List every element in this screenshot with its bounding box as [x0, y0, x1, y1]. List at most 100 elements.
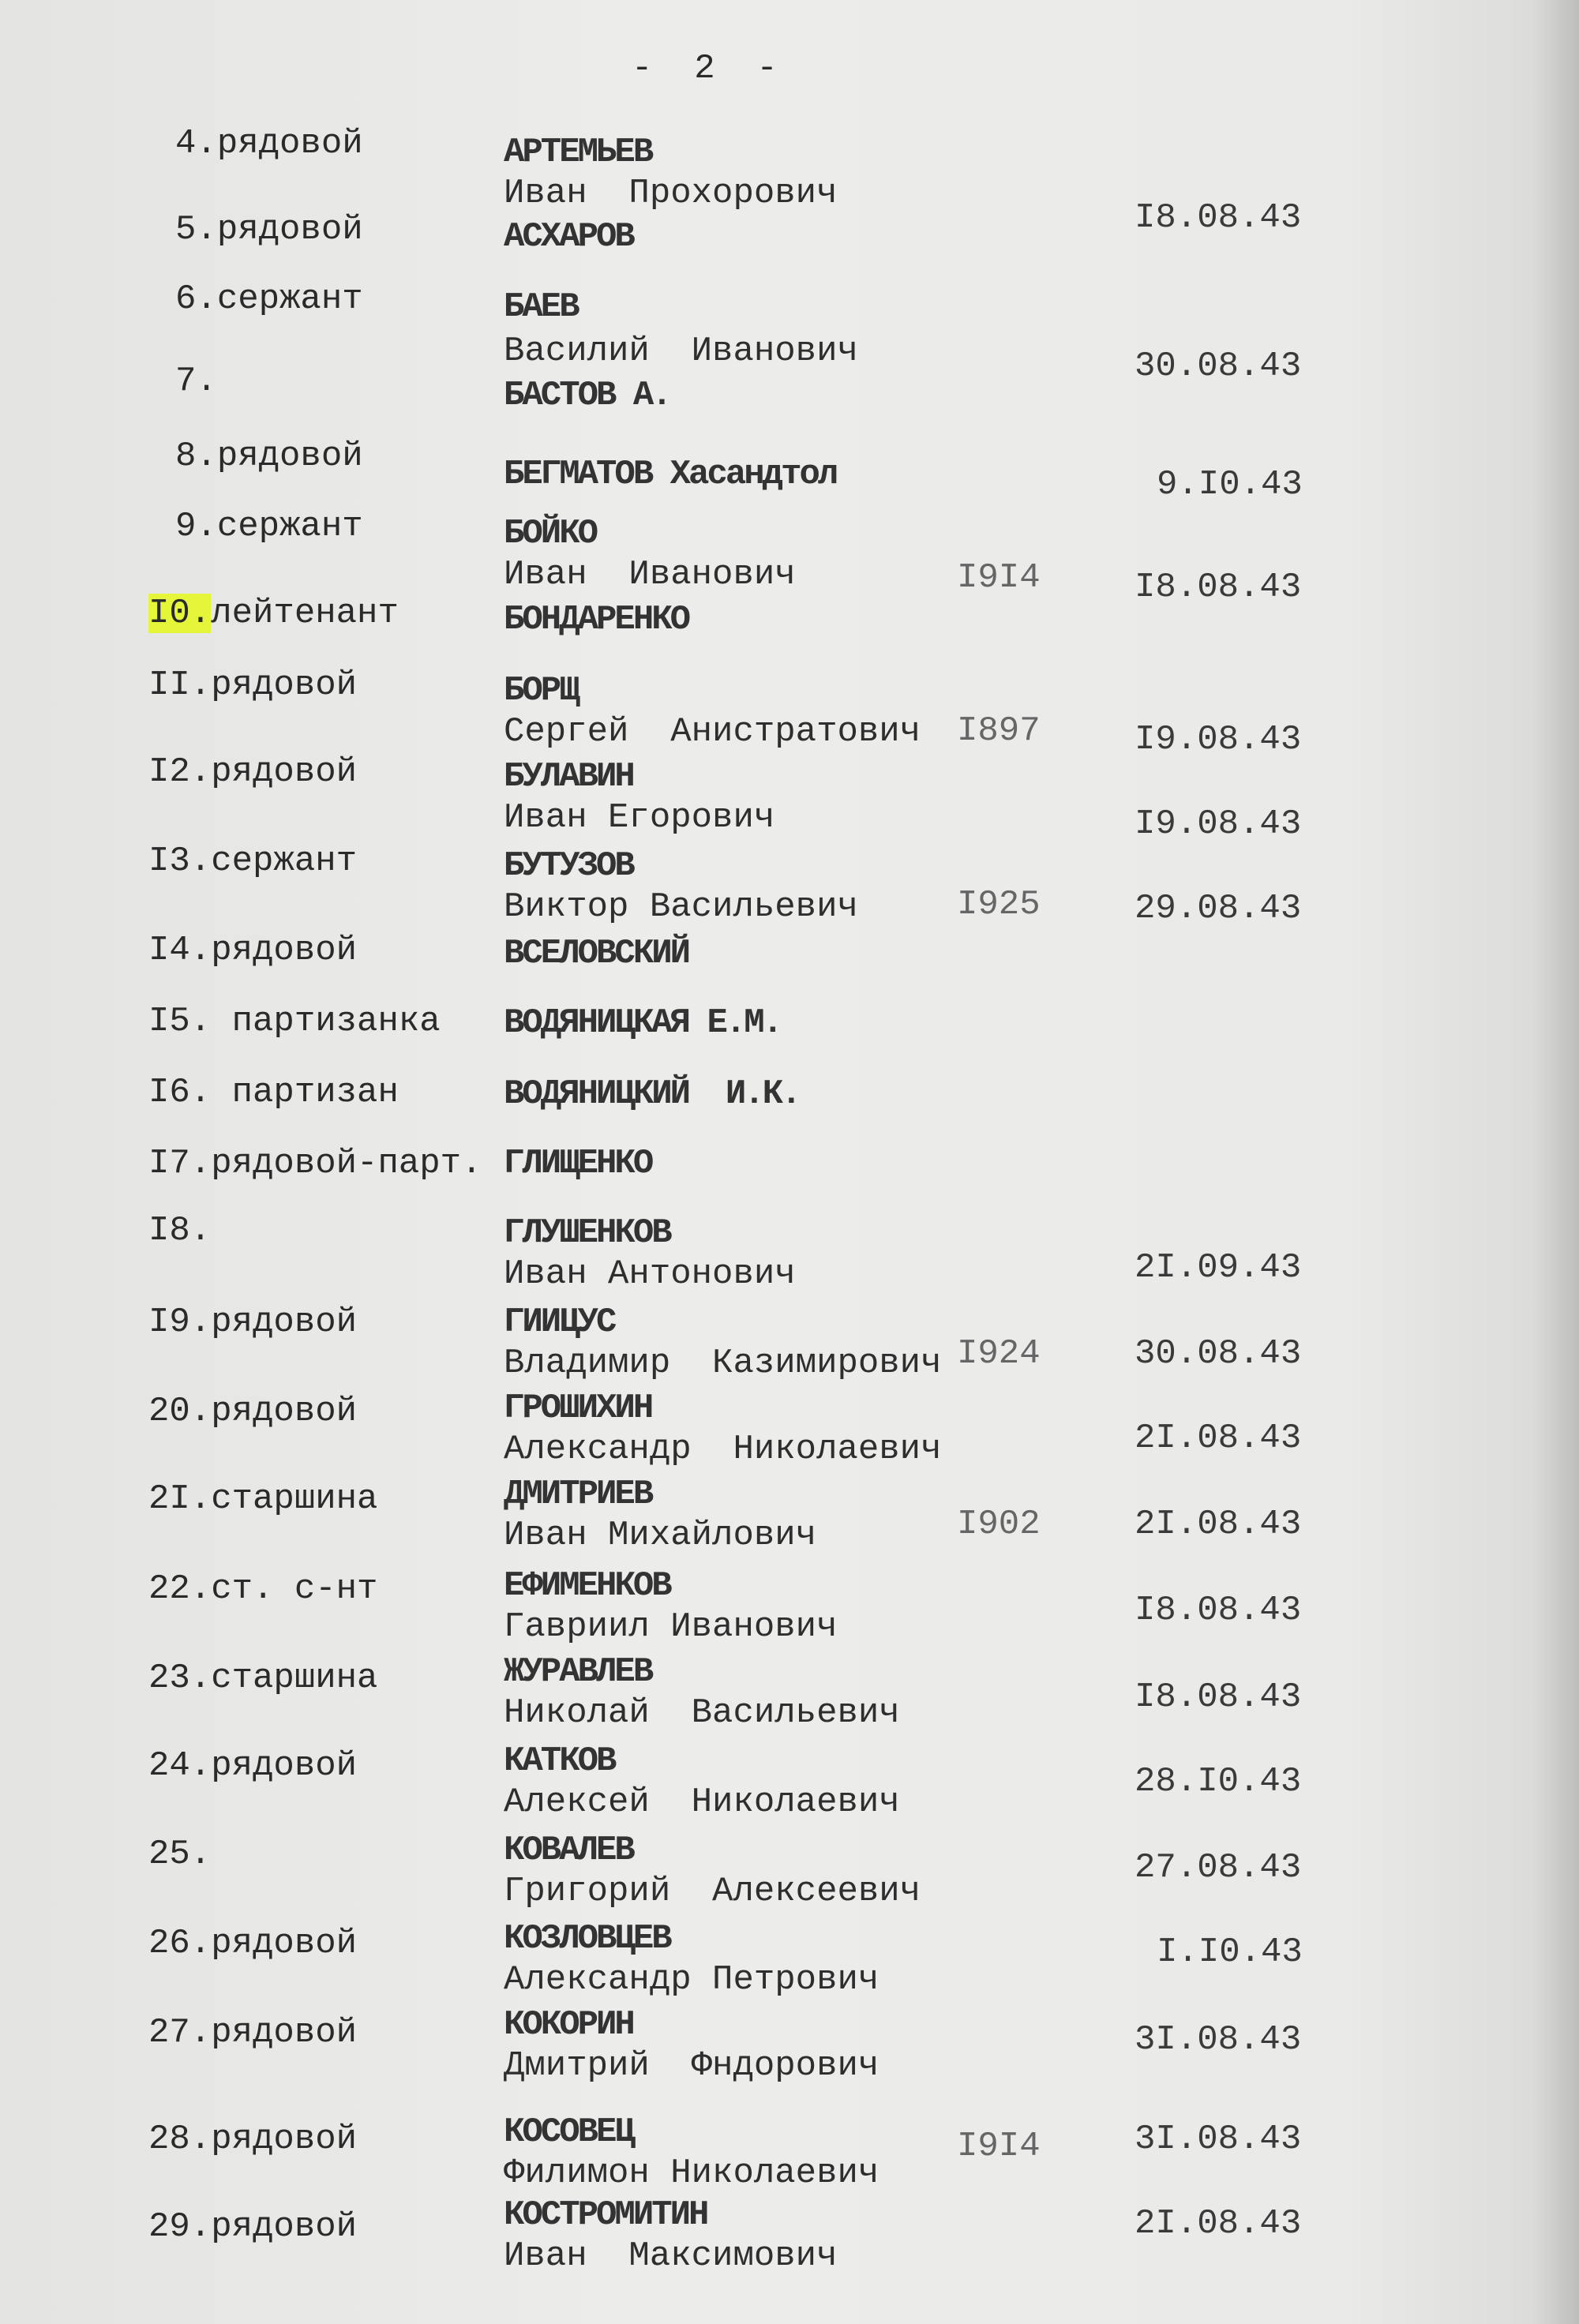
entry-rank-label: рядовой [211, 1303, 358, 1343]
entry-surname: КОЗЛОВЦЕВ [504, 1919, 673, 1959]
entry-surname: КАТКОВ [504, 1741, 617, 1782]
entry-date: I9.08.43 [1135, 720, 1302, 760]
entry-number: 4. [175, 124, 217, 164]
entry-given-name: Иван Антонович [504, 1254, 796, 1295]
entry-surname: БАЕВ [504, 287, 580, 327]
entry-number: 2I. [148, 1479, 212, 1519]
entry-number: I8. [148, 1210, 212, 1250]
entry-rank-label: старшина [211, 1479, 378, 1519]
entry-surname: БОНДАРЕНКО [504, 600, 691, 639]
entry-rank-label: рядовой [211, 1391, 358, 1431]
entry-rank-label: рядовой [211, 752, 358, 793]
entry-rank-label: партизан [211, 1073, 399, 1113]
entry-surname: КОВАЛЕВ [504, 1830, 636, 1870]
entry-date: I8.08.43 [1135, 198, 1302, 238]
entry-rank: I8. [148, 1213, 211, 1249]
entry-surname: БОЙКО [504, 514, 598, 554]
entry-surname: ДМИТРИЕВ [504, 1475, 654, 1515]
entry-number: II. [148, 665, 212, 705]
entry-date: 30.08.43 [1135, 1333, 1302, 1374]
entry-number: 25. [148, 1835, 212, 1875]
entry-surname: ГРОШИХИН [504, 1389, 654, 1429]
entry-number: 8. [175, 437, 217, 477]
entry-number: I4. [148, 930, 212, 970]
entry-number: I7. [148, 1144, 212, 1184]
entry-rank: I3.сержант [148, 843, 357, 879]
entry-surname: КОСТРОМИТИН [504, 2195, 709, 2235]
entry-number: 22. [148, 1569, 212, 1610]
entry-date: 29.08.43 [1135, 889, 1302, 929]
entry-rank: I6. партизан [148, 1074, 399, 1111]
entry-surname: БУЛАВИН [504, 757, 636, 797]
entry-number: 5. [175, 210, 217, 250]
entry-rank-label: сержант [216, 279, 363, 320]
entry-birth-year: I9I4 [957, 558, 1041, 598]
entry-rank: 23.старшина [148, 1660, 377, 1696]
entry-rank: 27.рядовой [148, 2015, 357, 2051]
entry-birth-year: I902 [957, 1504, 1041, 1544]
entry-surname: ЕФИМЕНКОВ [504, 1566, 673, 1606]
entry-given-name: Дмитрий Фндорович [504, 2046, 880, 2086]
entry-rank: I4.рядовой [148, 932, 357, 969]
entry-rank: 20.рядовой [148, 1393, 357, 1430]
entry-surname: ВСЕЛОВСКИЙ [504, 933, 691, 973]
entry-date: 3I.08.43 [1135, 2119, 1302, 2159]
entry-rank-label: рядовой [211, 665, 358, 705]
entry-rank: I0.лейтенант [148, 594, 399, 634]
entry-number: I0. [148, 594, 212, 634]
entry-given-name: Сергей Анистратович [504, 712, 921, 752]
entry-rank-label: рядовой [216, 124, 363, 164]
entry-given-name: Иван Михайлович [504, 1516, 817, 1556]
entry-number: 23. [148, 1658, 212, 1698]
entry-rank-label: рядовой [211, 2012, 358, 2052]
entry-number: 24. [148, 1745, 212, 1786]
entry-rank: I2.рядовой [148, 754, 357, 790]
entry-number: I6. [148, 1073, 212, 1113]
entry-rank: 24.рядовой [148, 1748, 357, 1784]
entry-date: I8.08.43 [1135, 1677, 1302, 1718]
entry-rank: 7. [175, 363, 217, 399]
entry-number: I5. [148, 1001, 212, 1041]
entry-number: 29. [148, 2206, 212, 2247]
entry-rank-label: рядовой [216, 210, 363, 250]
entry-given-name: Григорий Алексеевич [504, 1871, 921, 1911]
entry-rank-label: ст. с-нт [211, 1569, 378, 1610]
entry-number: I2. [148, 752, 212, 793]
entry-given-name: Александр Петрович [504, 1960, 880, 2000]
entry-number: I3. [148, 842, 212, 882]
entry-rank: II.рядовой [148, 667, 357, 703]
entry-number: I9. [148, 1303, 212, 1343]
entry-date: 28.I0.43 [1135, 1762, 1302, 1802]
entry-birth-year: I925 [957, 884, 1041, 924]
entry-given-name: Иван Прохорович [504, 174, 838, 214]
entry-date: 27.08.43 [1135, 1848, 1302, 1888]
entry-rank: 6.сержант [175, 281, 363, 317]
entry-rank-label: рядовой [211, 2119, 358, 2159]
entry-date: I.I0.43 [1157, 1932, 1303, 1973]
entry-number: 20. [148, 1391, 212, 1431]
entry-date: 3I.08.43 [1135, 2020, 1302, 2060]
entry-date: 2I.08.43 [1135, 1504, 1302, 1544]
entry-date: 2I.08.43 [1135, 2204, 1302, 2243]
entry-rank: I7.рядовой-парт. [148, 1145, 482, 1182]
entry-date: I8.08.43 [1135, 567, 1302, 607]
entry-rank-label: рядовой [216, 437, 363, 477]
entry-rank: 4.рядовой [175, 126, 363, 162]
entry-surname: АСХАРОВ [504, 217, 636, 257]
entry-rank: 8.рядовой [175, 438, 363, 474]
entry-surname: БУТУЗОВ [504, 845, 636, 886]
entry-surname: ГИИЦУС [504, 1303, 617, 1343]
entry-rank-label: рядовой-парт. [211, 1144, 482, 1184]
entry-rank: I5. партизанка [148, 1003, 441, 1040]
entry-rank: 29.рядовой [148, 2209, 357, 2245]
entry-rank-label: лейтенант [211, 594, 399, 634]
entry-surname: КОКОРИН [504, 2005, 636, 2045]
entry-surname: БЕГМАТОВ Хасандтол [504, 454, 838, 494]
entry-number: 28. [148, 2119, 212, 2159]
entry-given-name: Иван Максимович [504, 2236, 838, 2276]
entry-rank: 26.рядовой [148, 1925, 357, 1962]
entry-date: 30.08.43 [1135, 346, 1302, 386]
entry-rank-label: рядовой [211, 1745, 358, 1786]
entry-given-name: Николай Васильевич [504, 1693, 900, 1734]
entry-rank-label: сержант [211, 842, 358, 882]
